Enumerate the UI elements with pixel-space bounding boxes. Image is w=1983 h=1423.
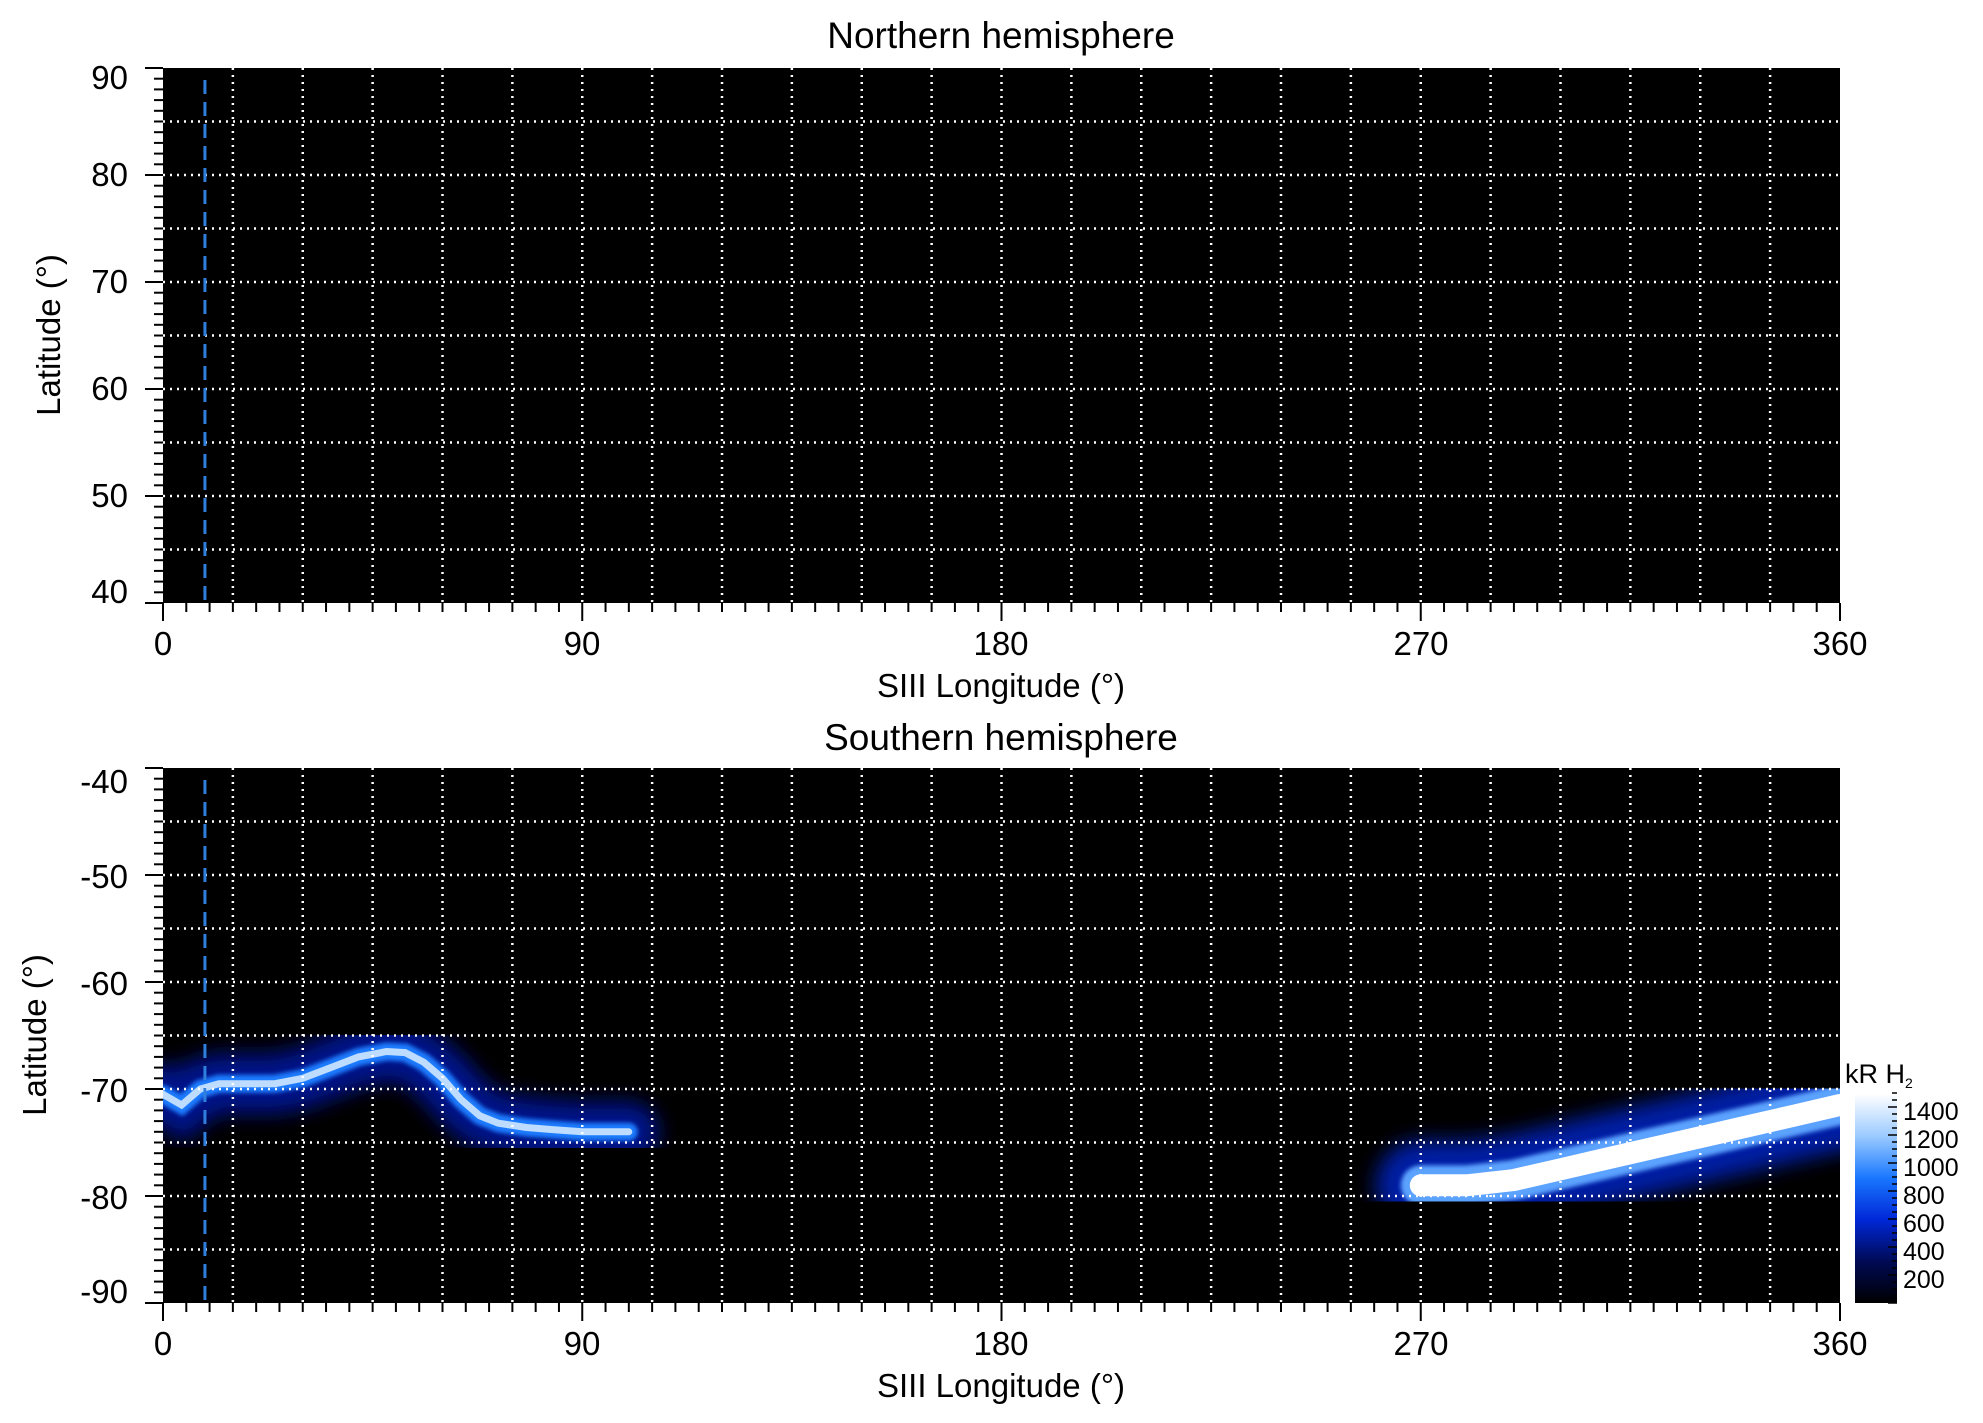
south-x-tick-label: 90 (564, 1325, 601, 1362)
north-y-tick-label: 40 (91, 573, 128, 610)
colorbar-tick-label: 600 (1903, 1210, 1945, 1238)
north-y-axis-label: Latitude (°) (30, 254, 67, 416)
south-y-tick-label: -40 (80, 763, 128, 800)
north-y-tick-label: 50 (91, 477, 128, 514)
colorbar-tick-label: 1400 (1903, 1098, 1959, 1126)
south-y-minor-ticks (145, 767, 163, 1304)
south-x-tick-label: 0 (154, 1325, 172, 1362)
north-y-tick-label: 70 (91, 263, 128, 300)
north-grid (163, 68, 1840, 603)
north-x-minor-ticks (162, 603, 1841, 621)
colorbar-tick-label: 800 (1903, 1182, 1945, 1210)
south-x-tick-label: 180 (973, 1325, 1028, 1362)
north-x-tick-label: 360 (1812, 625, 1867, 662)
colorbar-tick-label: 1000 (1903, 1154, 1959, 1182)
south-panel: Southern hemisphere -40 -50 -60 -70 -80 … (16, 717, 1868, 1404)
south-y-tick-label: -50 (80, 858, 128, 895)
north-x-tick-label: 270 (1393, 625, 1448, 662)
colorbar-tick-label: 200 (1903, 1266, 1945, 1294)
south-y-axis-label: Latitude (°) (16, 954, 53, 1116)
north-y-minor-ticks (145, 67, 163, 604)
colorbar-tick-label: 400 (1903, 1238, 1945, 1266)
south-y-tick-label: -60 (80, 965, 128, 1002)
colorbar-gradient (1855, 1094, 1897, 1303)
north-x-tick-label: 180 (973, 625, 1028, 662)
south-x-tick-label: 270 (1393, 1325, 1448, 1362)
south-x-minor-ticks (162, 1303, 1841, 1321)
south-x-tick-label: 360 (1812, 1325, 1867, 1362)
south-y-tick-label: -70 (80, 1072, 128, 1109)
south-title: Southern hemisphere (824, 717, 1178, 758)
north-panel: Northern hemisphere 90 80 70 60 50 40 0 … (30, 15, 1868, 704)
south-y-tick-label: -90 (80, 1273, 128, 1310)
south-x-ticks: 0 90 180 270 360 (154, 1325, 1868, 1362)
colorbar-ticks: 200 400 600 800 1000 1200 1400 (1903, 1098, 1959, 1294)
south-y-ticks: -40 -50 -60 -70 -80 -90 (80, 763, 128, 1310)
colorbar: kR H2 200 400 600 800 1000 1200 1400 (1845, 1059, 1959, 1304)
colorbar-tick-label: 1200 (1903, 1126, 1959, 1154)
south-x-axis-label: SIII Longitude (°) (877, 1367, 1125, 1404)
emission-arc (163, 1047, 633, 1136)
colorbar-label: kR H2 (1845, 1059, 1913, 1091)
north-title: Northern hemisphere (827, 15, 1175, 56)
north-x-axis-label: SIII Longitude (°) (877, 667, 1125, 704)
north-x-tick-label: 90 (564, 625, 601, 662)
north-y-ticks: 90 80 70 60 50 40 (91, 59, 128, 610)
north-y-tick-label: 80 (91, 156, 128, 193)
north-x-ticks: 0 90 180 270 360 (154, 625, 1868, 662)
south-grid (163, 768, 1840, 1303)
north-y-tick-label: 90 (91, 59, 128, 96)
south-y-tick-label: -80 (80, 1179, 128, 1216)
north-y-tick-label: 60 (91, 370, 128, 407)
north-x-tick-label: 0 (154, 625, 172, 662)
colorbar-minor-ticks (1888, 1092, 1897, 1304)
